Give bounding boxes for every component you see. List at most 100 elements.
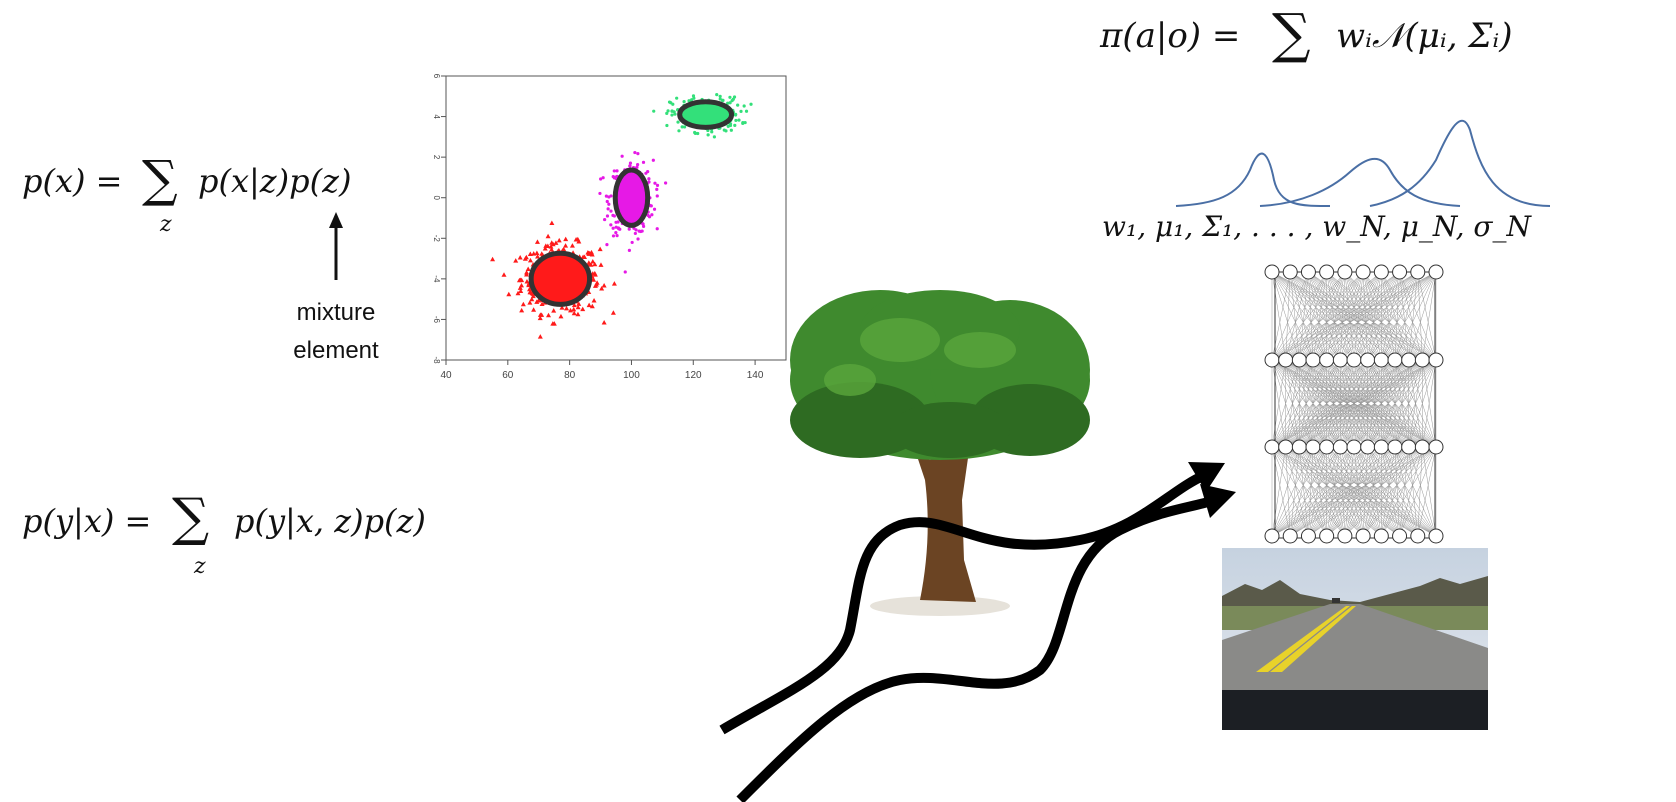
scatter-point [616,220,620,224]
nn-edge [1367,271,1400,361]
nn-edge [1394,271,1419,361]
nn-edge [1344,446,1423,537]
scatter-point [571,306,577,312]
summation-symbol: ∑ [1272,2,1311,65]
scatter-point [535,254,541,259]
nn-edge [1271,359,1382,448]
nn-edge [1394,446,1437,537]
nn-edge [1271,271,1300,361]
scatter-point [611,281,617,286]
nn-edge [1367,271,1418,361]
nn-edge [1422,271,1437,361]
scatter-point [580,306,586,312]
nn-edge [1326,446,1437,537]
equation-mixture-marginal: p(x) = ∑ z p(x|z)p(z) [22,150,382,240]
nn-edge [1340,271,1418,361]
scatter-point [609,223,613,227]
scatter-point [529,296,535,302]
nn-edge [1271,359,1396,448]
scatter-point [628,164,632,168]
nn-edge [1285,271,1327,361]
scatter-point [677,129,681,133]
scatter-point [589,249,595,255]
nn-edge [1290,446,1355,537]
nn-edge [1271,446,1327,537]
nn-edge [1353,359,1437,448]
scatter-point [732,95,737,99]
nn-edge [1408,446,1419,537]
scatter-point [607,202,611,206]
scatter-point [636,162,640,167]
scatter-point [634,228,638,232]
summation-index: z [194,554,206,579]
nn-edge [1381,271,1419,361]
nn-edge [1308,446,1314,537]
scatter-point [545,233,551,239]
nn-edge [1308,446,1437,537]
nn-edge [1312,271,1364,361]
scatter-point [680,125,684,129]
scatter-point [641,160,646,164]
summation-symbol: ∑ [142,150,178,208]
y-tick-label: 2 [432,155,441,160]
scatter-point [739,109,743,114]
nn-edge [1353,271,1418,361]
nn-edge [1326,446,1423,537]
nn-edge [1290,446,1409,537]
scatter-point [527,286,533,292]
scatter-point [670,109,674,113]
scatter-point [605,243,609,247]
y-tick-label: -6 [432,316,441,324]
nn-edge [1285,359,1437,448]
nn-edge [1299,271,1346,361]
scatter-point [653,181,657,185]
scatter-point [586,260,592,265]
scatter-point [615,234,619,238]
scatter-point [598,262,604,267]
scatter-point [569,243,575,248]
nn-edge [1271,359,1355,448]
scatter-point [553,240,559,245]
scatter-point [571,310,577,316]
x-tick-label: 80 [564,370,576,381]
scatter-point [733,123,737,128]
scatter-point [520,301,526,307]
nn-edge [1289,446,1327,537]
nn-edge [1312,271,1382,361]
nn-edge [1381,446,1437,537]
nn-edge [1271,271,1400,361]
nn-edge [1271,271,1327,361]
nn-edge [1271,446,1314,537]
nn-edge [1271,446,1355,537]
nn-edge [1340,271,1437,361]
scatter-point [744,109,749,113]
scatter-point [530,293,536,299]
nn-edge [1399,271,1423,361]
nn-edge [1312,271,1437,361]
nn-node [1282,528,1298,544]
scatter-point [519,307,525,313]
scatter-point [551,308,557,313]
scatter-point [609,194,613,198]
mixture-parameters: w₁, μ₁, Σ₁, . . . , w_N, μ_N, σ_N [1102,210,1532,243]
nn-edge [1399,446,1423,537]
scatter-point [598,191,602,196]
scatter-point [564,305,570,311]
x-tick-label: 40 [440,370,452,381]
scatter-point [696,131,700,136]
scatter-point [733,113,738,117]
scatter-point [580,254,586,259]
scatter-point [741,121,745,126]
scatter-point [597,246,603,252]
nn-edge [1290,446,1368,537]
nn-edge [1290,446,1396,537]
scatter-point [682,125,687,129]
equation-rhs: p(y|x, z)p(z) [234,502,426,540]
nn-edge [1399,446,1437,537]
nn-edge [1271,446,1300,537]
nn-edge [1340,359,1437,448]
